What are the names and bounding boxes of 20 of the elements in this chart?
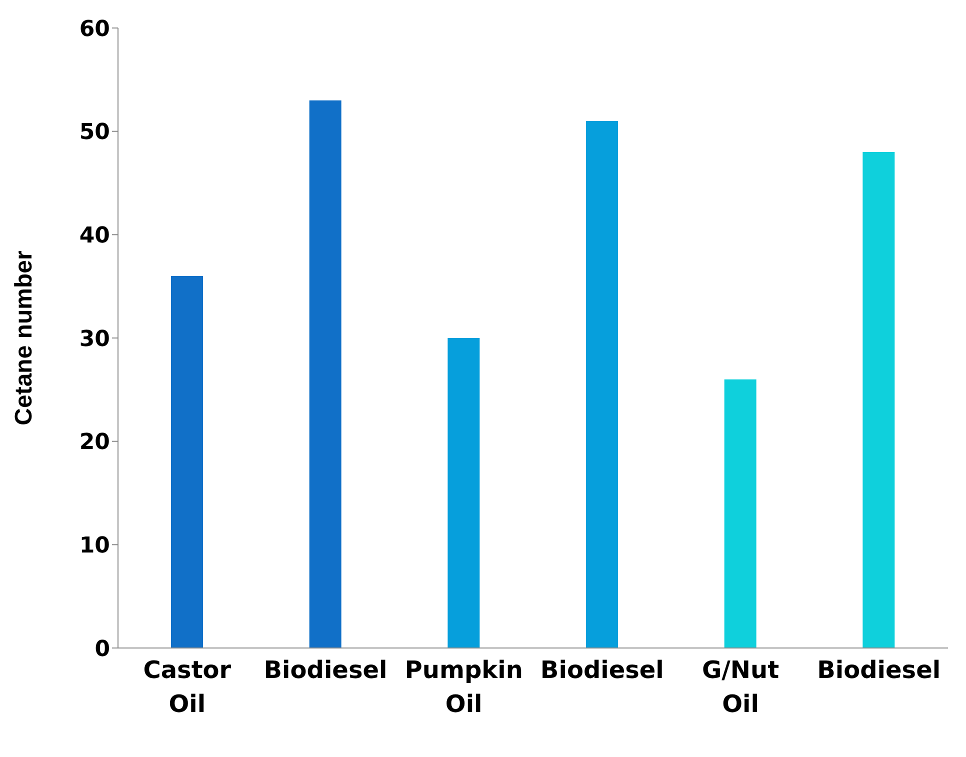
y-tick-label: 10 bbox=[79, 533, 110, 558]
y-tick-label: 20 bbox=[79, 430, 110, 456]
x-tick-label: Biodiesel bbox=[540, 656, 664, 684]
bar bbox=[586, 121, 618, 648]
y-tick-label: 60 bbox=[79, 16, 110, 42]
x-tick-label: Biodiesel bbox=[264, 656, 388, 684]
y-axis-title: Cetane number bbox=[10, 250, 38, 426]
y-tick-label: 40 bbox=[79, 223, 110, 248]
y-tick-label: 0 bbox=[94, 636, 110, 662]
y-tick-label: 50 bbox=[79, 120, 110, 146]
bar bbox=[171, 276, 203, 648]
bar bbox=[862, 152, 895, 648]
bar bbox=[448, 338, 480, 648]
bar bbox=[724, 379, 756, 648]
y-tick-label: 30 bbox=[79, 326, 110, 352]
x-tick-label: Castor Oil bbox=[143, 656, 232, 718]
x-tick-label: Biodiesel bbox=[817, 656, 941, 684]
bar bbox=[309, 100, 342, 648]
x-tick-label: Pumpkin Oil bbox=[404, 656, 523, 718]
x-tick-label: G/Nut Oil bbox=[702, 656, 780, 718]
